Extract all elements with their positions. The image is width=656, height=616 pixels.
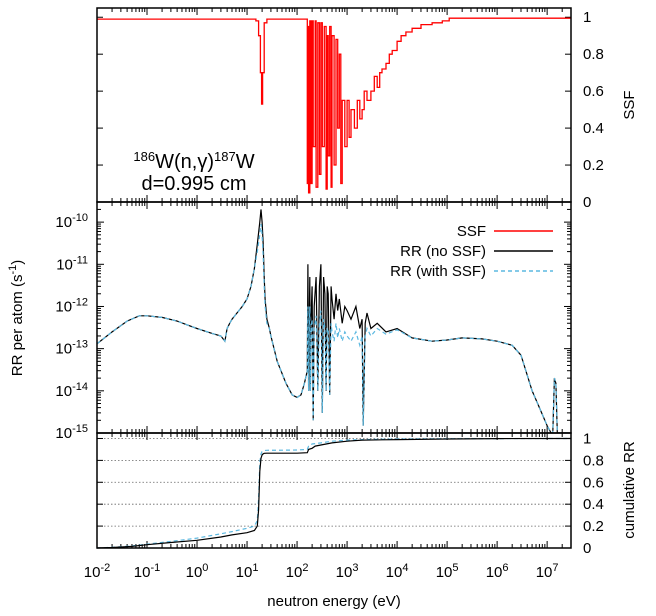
y-tick-label-base: 10: [55, 341, 72, 358]
x-tick-label-exponent: 3: [352, 562, 358, 574]
x-tick-label: 103: [336, 562, 359, 581]
y-tick-label: 10-15: [55, 423, 88, 442]
y-tick-label-exponent: -11: [73, 254, 88, 266]
y-tick-label: 1: [583, 430, 591, 447]
rr-with-ssf-line: [97, 224, 571, 433]
legend: SSF RR (no SSF) RR (with SSF): [390, 223, 553, 280]
y-tick-label: 0.4: [583, 120, 604, 137]
x-tick-label: 100: [186, 562, 209, 581]
y-tick-label: 0: [583, 540, 591, 557]
x-tick-label-base: 10: [186, 564, 203, 581]
rr-no-ssf-line: [97, 209, 571, 433]
y-tick-label: 10-12: [55, 296, 88, 315]
x-tick-label-exponent: 7: [552, 562, 558, 574]
x-tick-label: 104: [386, 562, 409, 581]
x-tick-label: 10-1: [134, 562, 160, 581]
y-tick-label: 10-10: [55, 212, 88, 231]
x-tick-label-base: 10: [486, 564, 503, 581]
y-tick-label-exponent: -15: [72, 423, 88, 435]
y-tick-label: 0.8: [583, 46, 604, 63]
rr-y-axis-title-part: ): [9, 260, 26, 265]
reaction-label-part: W(n,γ): [155, 151, 214, 173]
ssf-series-line: [97, 17, 571, 194]
y-tick-label: 10-11: [56, 254, 88, 273]
rr-y-axis-title-part: RR per atom (s: [9, 275, 26, 377]
x-tick-label: 105: [436, 562, 459, 581]
y-tick-label-base: 10: [55, 214, 72, 231]
y-tick-label-exponent: -12: [72, 296, 88, 308]
y-tick-label: 1: [583, 9, 591, 26]
y-tick-label-base: 10: [56, 256, 73, 273]
x-tick-label-base: 10: [386, 564, 403, 581]
y-tick-label-base: 10: [55, 425, 72, 442]
reaction-label-part: W: [236, 151, 255, 173]
x-tick-label-exponent: 0: [202, 562, 208, 574]
x-tick-label-exponent: -1: [150, 562, 160, 574]
x-tick-label-exponent: 5: [452, 562, 458, 574]
x-tick-label: 107: [536, 562, 559, 581]
reaction-label-part: 186: [133, 149, 155, 164]
x-tick-label-base: 10: [286, 564, 303, 581]
y-tick-label-base: 10: [55, 383, 72, 400]
y-tick-label-exponent: -10: [72, 212, 88, 224]
legend-label: RR (with SSF): [390, 263, 486, 280]
ssf-y-axis-title: SSF: [621, 90, 638, 119]
x-tick-label: 106: [486, 562, 509, 581]
rr-y-axis-title-part: -1: [7, 265, 19, 275]
x-tick-label: 101: [236, 562, 259, 581]
y-tick-label: 0.2: [583, 518, 604, 535]
rr-y-axis-title: RR per atom (s-1): [7, 260, 26, 376]
reaction-label-part: 187: [214, 149, 236, 164]
x-tick-label-base: 10: [236, 564, 253, 581]
x-tick-label-base: 10: [84, 564, 101, 581]
x-tick-label-exponent: 1: [252, 562, 258, 574]
legend-label: SSF: [457, 223, 486, 240]
x-tick-label-base: 10: [336, 564, 353, 581]
reaction-label: 186W(n,γ)187W: [133, 149, 254, 174]
x-tick-label-base: 10: [436, 564, 453, 581]
y-tick-label-exponent: -13: [72, 339, 88, 351]
x-tick-label-exponent: -2: [100, 562, 110, 574]
x-tick-label-exponent: 2: [302, 562, 308, 574]
y-tick-label: 0.6: [583, 83, 604, 100]
y-tick-label-base: 10: [55, 298, 72, 315]
x-tick-label: 102: [286, 562, 309, 581]
y-tick-label: 0.6: [583, 474, 604, 491]
x-tick-label: 10-2: [84, 562, 110, 581]
y-tick-label: 0.8: [583, 452, 604, 469]
x-tick-label-exponent: 4: [402, 562, 408, 574]
y-tick-label: 10-14: [55, 381, 88, 400]
x-tick-label-base: 10: [134, 564, 151, 581]
y-tick-label: 10-13: [55, 339, 88, 358]
cumulative-no-ssf-line: [96, 437, 572, 549]
y-tick-label: 0: [583, 194, 591, 211]
y-tick-label: 0.2: [583, 157, 604, 174]
y-tick-label-exponent: -14: [72, 381, 88, 393]
x-tick-label-exponent: 6: [502, 562, 508, 574]
x-tick-label-base: 10: [536, 564, 553, 581]
cumulative-with-ssf-line: [96, 437, 572, 549]
x-axis-title: neutron energy (eV): [267, 593, 400, 610]
legend-label: RR (no SSF): [400, 243, 486, 260]
cumulative-y-axis-title: cumulative RR: [621, 441, 638, 539]
cumulative-panel-frame: [96, 432, 572, 549]
y-tick-label: 0.4: [583, 496, 604, 513]
thickness-label: d=0.995 cm: [141, 173, 246, 195]
